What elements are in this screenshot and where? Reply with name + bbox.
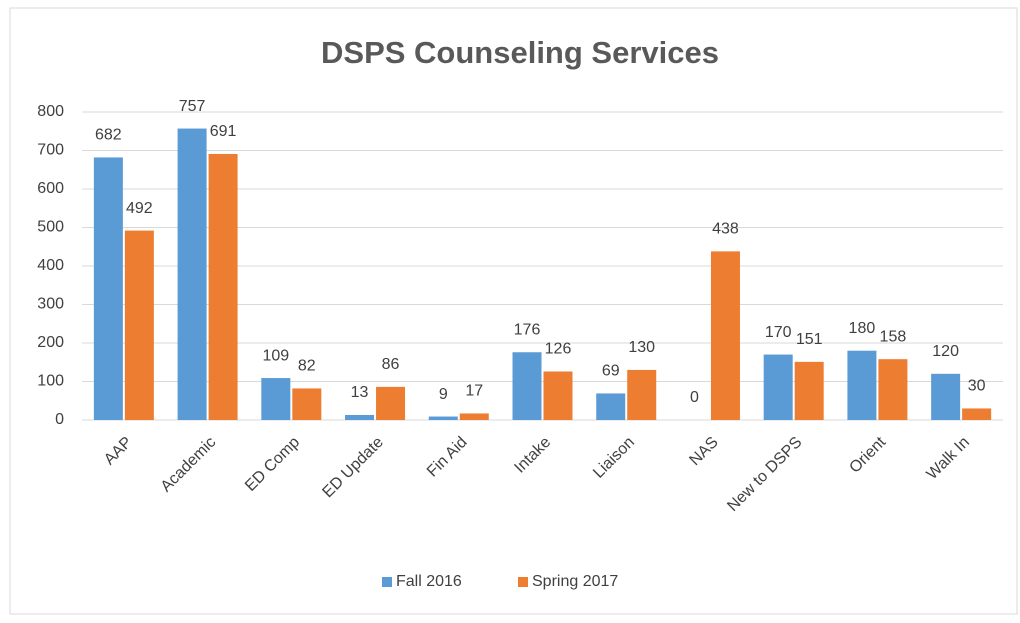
data-label: 180 (849, 320, 876, 337)
bar (512, 352, 542, 420)
data-label: 158 (880, 328, 907, 345)
data-label: 9 (439, 386, 448, 403)
data-label: 757 (179, 98, 206, 115)
y-tick-label: 400 (37, 257, 64, 274)
data-label: 120 (932, 343, 959, 360)
y-tick-label: 200 (37, 334, 64, 351)
chart-border (9, 7, 1018, 615)
bar (847, 350, 877, 420)
bar (710, 251, 740, 420)
data-label: 82 (298, 358, 316, 375)
data-label: 126 (545, 341, 572, 358)
chart-title: DSPS Counseling Services (321, 35, 719, 70)
data-label: 176 (514, 321, 541, 338)
y-tick-label: 100 (37, 373, 64, 390)
bar (124, 230, 154, 420)
bar (596, 393, 626, 420)
bar (878, 359, 908, 420)
y-tick-label: 300 (37, 296, 64, 313)
y-tick-label: 600 (37, 180, 64, 197)
data-label: 0 (690, 389, 699, 406)
legend-swatch (382, 577, 392, 587)
bar (627, 369, 657, 420)
data-label: 69 (602, 363, 620, 380)
y-tick-label: 0 (55, 411, 64, 428)
data-label: 30 (968, 378, 986, 395)
data-label: 151 (796, 331, 823, 348)
bar (459, 413, 489, 420)
bar (376, 386, 406, 420)
y-tick-label: 800 (37, 103, 64, 120)
bar (292, 388, 322, 420)
bar (962, 408, 992, 420)
data-label: 109 (262, 347, 289, 364)
data-label: 492 (126, 200, 153, 217)
data-label: 691 (210, 123, 237, 140)
bar (794, 361, 824, 420)
data-label: 130 (628, 339, 655, 356)
data-label: 17 (465, 383, 483, 400)
bar (177, 128, 207, 420)
bar (208, 153, 238, 420)
data-label: 438 (712, 221, 739, 238)
data-label: 170 (765, 324, 792, 341)
data-label: 682 (95, 127, 122, 144)
bar (428, 416, 458, 420)
bar (763, 354, 793, 420)
bar (543, 371, 573, 420)
bar (345, 414, 375, 420)
legend-swatch (518, 577, 528, 587)
data-label: 86 (382, 356, 400, 373)
y-tick-label: 500 (37, 219, 64, 236)
data-label: 13 (351, 384, 369, 401)
bar (931, 373, 961, 420)
y-tick-label: 700 (37, 142, 64, 159)
bar (93, 157, 123, 420)
legend-label: Fall 2016 (396, 573, 462, 590)
legend-label: Spring 2017 (532, 573, 618, 590)
bar (261, 378, 291, 420)
